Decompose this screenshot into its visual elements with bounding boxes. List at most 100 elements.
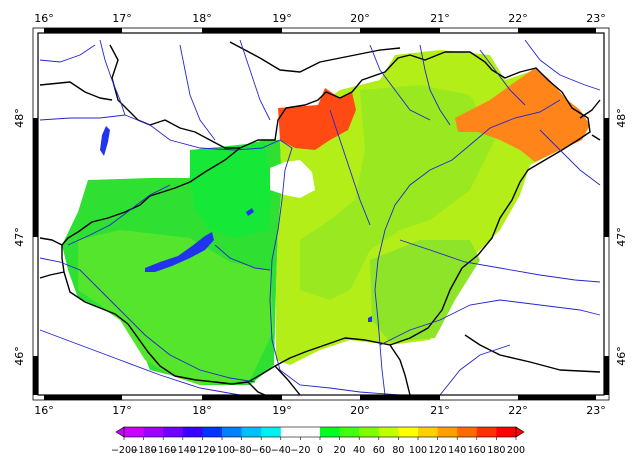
lat-tick-label: 47° bbox=[13, 227, 26, 247]
lake-velence bbox=[246, 208, 254, 216]
lon-tick-label: 22° bbox=[508, 404, 528, 417]
border-czech bbox=[39, 81, 113, 101]
river-hernad bbox=[419, 44, 451, 126]
lon-tick-label: 19° bbox=[272, 12, 292, 25]
zone-southeast-lime bbox=[370, 240, 480, 342]
lat-tick-label: 46° bbox=[615, 346, 628, 366]
zone-missing-white bbox=[270, 160, 315, 198]
lon-tick-label: 21° bbox=[430, 404, 450, 417]
river-vah bbox=[179, 44, 216, 141]
zone-central-lime bbox=[300, 85, 495, 300]
border-ukraine bbox=[579, 99, 601, 119]
colorbar-segment bbox=[163, 427, 184, 437]
colorbar bbox=[115, 426, 525, 440]
colorbar-segment bbox=[124, 427, 144, 437]
frame-bar-left bbox=[33, 118, 38, 237]
colorbar-segment bbox=[280, 427, 301, 437]
river-bodrog bbox=[479, 49, 526, 106]
frame-bar-bottom bbox=[360, 395, 440, 400]
lat-tick-labels-left: 48° 47° 46° bbox=[13, 108, 26, 366]
colorbar-segment bbox=[418, 427, 438, 437]
colorbar-segment bbox=[476, 427, 497, 437]
colorbar-label: −40 bbox=[271, 445, 291, 456]
frame-bar-top bbox=[44, 28, 122, 33]
border-croatia-west bbox=[39, 271, 65, 279]
lon-tick-label: 17° bbox=[112, 12, 132, 25]
lon-tick-label: 16° bbox=[34, 12, 54, 25]
colorbar-label: 140 bbox=[448, 445, 466, 456]
colorbar-label: −100 bbox=[209, 445, 235, 456]
border-slovenia bbox=[39, 237, 63, 246]
frame-bar-top bbox=[360, 28, 440, 33]
frame-bar-top bbox=[202, 28, 282, 33]
river-south bbox=[439, 344, 511, 396]
lon-tick-label: 22° bbox=[508, 12, 528, 25]
river-szamos bbox=[539, 129, 601, 186]
lon-tick-label: 23° bbox=[586, 12, 606, 25]
colorbar-label: 60 bbox=[373, 445, 385, 456]
frame-bar-bottom bbox=[202, 395, 282, 400]
colorbar-segment bbox=[320, 427, 340, 437]
lakes bbox=[100, 126, 372, 322]
frame-bars bbox=[32, 27, 610, 401]
colorbar-segment bbox=[222, 427, 242, 437]
lon-tick-label: 20° bbox=[350, 404, 370, 417]
river-maros bbox=[379, 299, 601, 346]
colorbar-segment bbox=[261, 427, 282, 437]
colorbar-segment bbox=[339, 427, 360, 437]
frame-bar-left bbox=[33, 356, 38, 395]
rivers bbox=[39, 39, 601, 396]
border-serbia-croatia bbox=[274, 365, 301, 396]
hungary-border bbox=[61, 51, 591, 385]
frame-bar-right bbox=[604, 118, 609, 237]
lat-tick-label: 46° bbox=[13, 346, 26, 366]
river-sajo bbox=[369, 44, 431, 121]
border-croatia-south bbox=[247, 381, 266, 396]
colorbar-high-triangle bbox=[515, 426, 525, 438]
river-morava bbox=[99, 39, 126, 116]
lat-tick-label: 48° bbox=[615, 108, 628, 128]
colorbar-segment bbox=[182, 427, 203, 437]
lat-tick-label: 48° bbox=[13, 108, 26, 128]
colorbar-label: 0 bbox=[317, 445, 323, 456]
river-koros bbox=[399, 239, 601, 283]
lake-balaton bbox=[145, 232, 214, 272]
colorbar-label: −80 bbox=[232, 445, 252, 456]
colorbar-segment bbox=[496, 427, 517, 437]
map-frame bbox=[32, 27, 610, 401]
colorbar-segment bbox=[457, 427, 478, 437]
river-danube bbox=[39, 114, 401, 396]
colorbar-label: −160 bbox=[150, 445, 176, 456]
colorbar-label: −60 bbox=[251, 445, 271, 456]
colorbar-segment bbox=[300, 427, 321, 437]
colorbar-label: −180 bbox=[131, 445, 157, 456]
colorbar-label: 20 bbox=[334, 445, 346, 456]
river-sava bbox=[39, 329, 241, 396]
lon-tick-label: 21° bbox=[430, 12, 450, 25]
colorbar-label: −120 bbox=[189, 445, 215, 456]
colorbar-segment bbox=[143, 427, 164, 437]
colorbar-low-triangle bbox=[115, 426, 125, 438]
frame-bar-bottom bbox=[518, 395, 596, 400]
frame-bar-right bbox=[604, 356, 609, 395]
colorbar-segment bbox=[378, 427, 399, 437]
zone-west-bright bbox=[190, 142, 272, 238]
lon-tick-label: 18° bbox=[192, 404, 212, 417]
colorbar-label: −200 bbox=[111, 445, 137, 456]
lon-tick-labels-top: 16° 17° 18° 19° 20° 21° 22° 23° bbox=[34, 12, 606, 25]
border-slovakia-poland bbox=[229, 41, 401, 73]
border-serbia bbox=[389, 344, 411, 396]
colorbar-label: 100 bbox=[409, 445, 427, 456]
river-zagyva bbox=[329, 109, 371, 226]
lake-neusiedl bbox=[100, 126, 110, 156]
border-romania-serbia bbox=[464, 334, 601, 373]
zone-northeast-orange bbox=[455, 68, 590, 162]
colorbar-label: 180 bbox=[487, 445, 505, 456]
colorbar-label: 200 bbox=[507, 445, 525, 456]
colorbar-label: 80 bbox=[392, 445, 404, 456]
colorbar-label: −140 bbox=[170, 445, 196, 456]
frame-bar-top bbox=[518, 28, 596, 33]
frame-bar-bottom bbox=[44, 395, 122, 400]
lake-tisza bbox=[368, 316, 372, 322]
